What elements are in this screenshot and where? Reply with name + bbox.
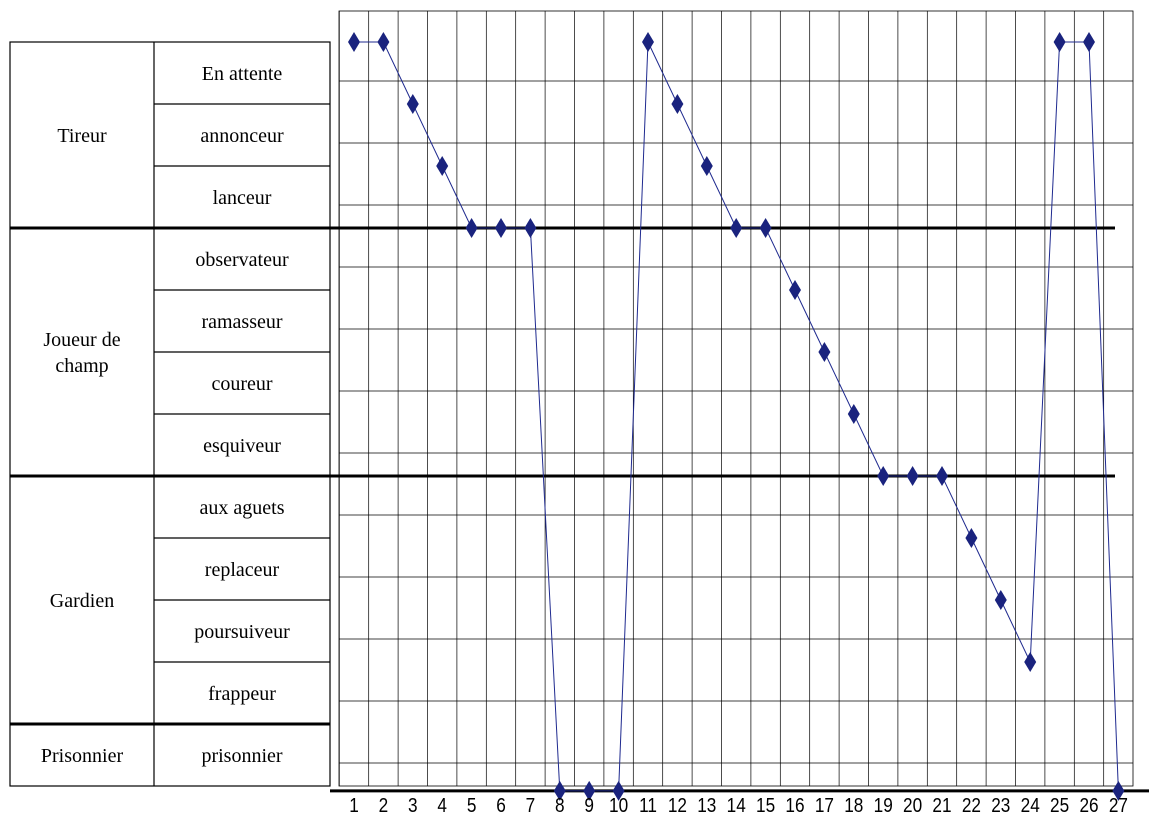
series-markers: [348, 32, 1125, 801]
group-label: champ: [55, 355, 108, 377]
x-tick-label: 22: [962, 794, 981, 816]
data-point-24: [1024, 652, 1037, 672]
role-label: En attente: [202, 63, 283, 85]
role-label: coureur: [211, 373, 272, 395]
data-point-14: [730, 218, 743, 238]
x-tick-label: 20: [903, 794, 922, 816]
x-tick-label: 14: [727, 794, 746, 816]
x-tick-label: 8: [555, 794, 565, 816]
data-point-5: [465, 218, 478, 238]
x-axis-ticks: 1 2 3 4 5 6 7 8 9 10 11 12 13 14 15 16 17 18 19 20 21 22 23 24 2…: [349, 794, 1128, 817]
x-tick-label: 5: [467, 794, 477, 816]
role-label: prisonnier: [201, 745, 282, 767]
data-point-16: [789, 280, 801, 300]
role-label: esquiveur: [203, 435, 281, 457]
x-tick-label: 16: [785, 794, 804, 816]
data-point-21: [936, 466, 948, 486]
data-point-26: [1083, 32, 1095, 52]
role-label: poursuiveur: [194, 621, 290, 643]
x-tick-label: 24: [1021, 794, 1040, 816]
data-point-10: [612, 780, 625, 801]
role-label: replaceur: [205, 559, 280, 581]
x-tick-label: 3: [408, 794, 418, 816]
data-point-20: [906, 466, 919, 486]
x-tick-label: 19: [874, 794, 893, 816]
data-point-6: [495, 218, 507, 238]
data-point-27: [1112, 780, 1125, 801]
role-label: observateur: [195, 249, 289, 271]
x-tick-label: 12: [668, 794, 687, 816]
role-label: frappeur: [208, 683, 276, 705]
data-point-12: [671, 94, 684, 114]
role-table: En attente annonceur lanceur Tireur observat…: [9, 41, 331, 787]
data-point-13: [700, 156, 713, 176]
role-label: annonceur: [200, 125, 284, 147]
data-point-19: [877, 466, 890, 486]
role-label: lanceur: [213, 187, 272, 209]
data-point-1: [348, 32, 360, 52]
x-tick-label: 4: [437, 794, 447, 816]
data-point-4: [436, 156, 449, 176]
data-point-18: [847, 404, 860, 424]
x-tick-label: 2: [379, 794, 389, 816]
data-point-2: [377, 32, 390, 52]
data-point-7: [524, 218, 537, 238]
group-label: Tireur: [57, 125, 107, 147]
data-point-22: [965, 528, 978, 548]
data-point-11: [642, 32, 654, 52]
x-tick-label: 27: [1109, 794, 1128, 816]
data-point-9: [583, 780, 596, 801]
x-tick-label: 23: [991, 794, 1010, 816]
role-label: ramasseur: [201, 311, 282, 333]
data-point-23: [994, 590, 1007, 610]
x-tick-label: 26: [1079, 794, 1098, 816]
x-tick-label: 15: [756, 794, 775, 816]
x-tick-label: 17: [815, 794, 834, 816]
data-point-3: [406, 94, 419, 114]
plot-grid: [338, 10, 1134, 787]
group-label: Gardien: [50, 590, 114, 612]
series-line: [354, 41, 1119, 792]
group-label: Joueur de: [43, 329, 120, 351]
x-tick-label: 11: [639, 794, 657, 816]
x-tick-label: 6: [496, 794, 506, 816]
series-polyline: [354, 41, 1119, 792]
plot-frame: [338, 10, 1134, 787]
x-tick-label: 18: [844, 794, 863, 816]
data-point-25: [1053, 32, 1066, 52]
x-tick-label: 25: [1050, 794, 1069, 816]
data-point-15: [759, 218, 772, 238]
x-tick-label: 7: [526, 794, 536, 816]
group-label: Prisonnier: [41, 745, 124, 767]
x-tick-label: 10: [609, 794, 628, 816]
x-tick-label: 1: [349, 794, 359, 816]
group-separators: [10, 226, 1149, 793]
role-label: aux aguets: [200, 497, 285, 519]
x-tick-label: 13: [697, 794, 716, 816]
x-tick-label: 21: [932, 794, 951, 816]
x-tick-label: 9: [584, 794, 594, 816]
data-point-8: [553, 780, 566, 801]
data-point-17: [818, 342, 831, 362]
